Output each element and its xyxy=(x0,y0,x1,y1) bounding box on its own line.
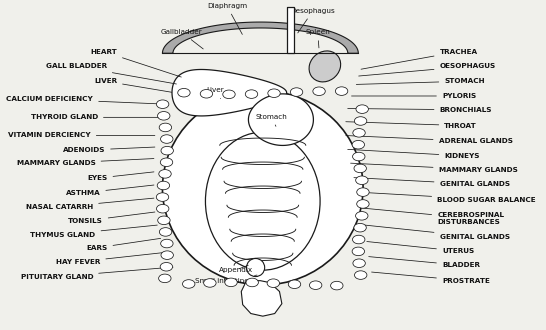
Ellipse shape xyxy=(247,258,265,277)
Circle shape xyxy=(161,135,173,143)
Text: MAMMARY GLANDS: MAMMARY GLANDS xyxy=(17,158,154,166)
Circle shape xyxy=(158,112,170,120)
Circle shape xyxy=(161,147,174,155)
Circle shape xyxy=(225,278,238,287)
Circle shape xyxy=(354,271,367,280)
Circle shape xyxy=(353,235,365,244)
Text: Gallbladder: Gallbladder xyxy=(161,29,203,49)
Circle shape xyxy=(352,141,365,149)
Text: CALCIUM DEFICIENCY: CALCIUM DEFICIENCY xyxy=(7,96,164,104)
Text: HEART: HEART xyxy=(90,49,181,77)
Text: VITAMIN DERCIENCY: VITAMIN DERCIENCY xyxy=(8,132,155,138)
Text: THROAT: THROAT xyxy=(346,122,477,129)
Circle shape xyxy=(354,223,366,232)
Text: Stomach: Stomach xyxy=(256,114,287,126)
Text: LIVER: LIVER xyxy=(94,78,171,92)
Text: ADENOIDS: ADENOIDS xyxy=(63,147,155,153)
Text: Appendix: Appendix xyxy=(219,265,253,273)
Text: GENITAL GLANDS: GENITAL GLANDS xyxy=(354,178,509,187)
Text: GALL BLADDER: GALL BLADDER xyxy=(46,63,176,84)
Circle shape xyxy=(245,90,258,98)
Circle shape xyxy=(178,88,190,97)
Circle shape xyxy=(159,228,172,236)
Circle shape xyxy=(267,279,280,287)
Text: PITUITARY GLAND: PITUITARY GLAND xyxy=(21,267,173,280)
Circle shape xyxy=(159,123,171,132)
Circle shape xyxy=(160,262,173,271)
Text: OESOPHAGUS: OESOPHAGUS xyxy=(359,63,496,76)
Circle shape xyxy=(157,204,169,213)
Circle shape xyxy=(354,117,367,125)
Circle shape xyxy=(310,281,322,289)
Text: PYLORIS: PYLORIS xyxy=(352,93,476,99)
Circle shape xyxy=(357,200,369,208)
Circle shape xyxy=(356,105,369,114)
Text: STOMACH: STOMACH xyxy=(357,78,485,84)
Text: Liver: Liver xyxy=(206,87,224,99)
Circle shape xyxy=(204,279,216,287)
Text: HAY FEVER: HAY FEVER xyxy=(56,252,165,265)
Ellipse shape xyxy=(163,91,363,285)
Circle shape xyxy=(161,239,173,248)
Polygon shape xyxy=(241,281,282,316)
Text: BLADDER: BLADDER xyxy=(369,257,480,268)
Circle shape xyxy=(182,280,195,288)
Circle shape xyxy=(223,90,235,99)
Text: PROSTRATE: PROSTRATE xyxy=(372,272,490,284)
Text: ADRENAL GLANDS: ADRENAL GLANDS xyxy=(346,136,513,144)
Circle shape xyxy=(156,100,169,109)
Text: UTERUS: UTERUS xyxy=(367,242,474,254)
Circle shape xyxy=(290,88,302,96)
Circle shape xyxy=(159,170,171,178)
Circle shape xyxy=(288,280,301,288)
Text: GENITAL GLANDS: GENITAL GLANDS xyxy=(365,225,509,240)
Text: EYES: EYES xyxy=(87,172,154,181)
Text: BRONCHIALS: BRONCHIALS xyxy=(348,107,492,113)
Circle shape xyxy=(268,89,280,97)
Circle shape xyxy=(200,89,213,98)
Text: Oesophagus: Oesophagus xyxy=(290,8,335,33)
Circle shape xyxy=(330,281,343,290)
Circle shape xyxy=(161,251,174,259)
Circle shape xyxy=(354,164,366,173)
Text: Spleen: Spleen xyxy=(305,29,330,48)
Circle shape xyxy=(159,274,171,282)
Circle shape xyxy=(353,259,365,268)
Circle shape xyxy=(156,193,169,201)
Text: ASTHMA: ASTHMA xyxy=(66,185,154,196)
Ellipse shape xyxy=(309,51,341,82)
Circle shape xyxy=(353,129,365,137)
Text: Small intestine: Small intestine xyxy=(195,275,257,284)
Circle shape xyxy=(246,278,258,287)
Text: BLOOD SUGAR BALANCE: BLOOD SUGAR BALANCE xyxy=(357,192,536,203)
Circle shape xyxy=(353,152,365,161)
Circle shape xyxy=(161,158,173,167)
Circle shape xyxy=(355,212,368,220)
Circle shape xyxy=(313,87,325,95)
Text: TRACHEA: TRACHEA xyxy=(361,49,478,69)
Polygon shape xyxy=(163,22,358,53)
Circle shape xyxy=(357,188,369,196)
Ellipse shape xyxy=(205,132,320,270)
Text: Diaphragm: Diaphragm xyxy=(207,3,247,34)
Circle shape xyxy=(158,216,170,225)
Text: MAMMARY GLANDS: MAMMARY GLANDS xyxy=(351,163,518,173)
Text: THYROID GLAND: THYROID GLAND xyxy=(31,115,159,120)
Circle shape xyxy=(355,176,368,184)
Text: EARS: EARS xyxy=(86,238,161,251)
Polygon shape xyxy=(248,94,313,146)
Circle shape xyxy=(335,87,348,95)
Circle shape xyxy=(157,181,170,190)
Text: NASAL CATARRH: NASAL CATARRH xyxy=(26,198,154,210)
Polygon shape xyxy=(172,70,287,116)
Text: CEREBROSPINAL
DISTURBANCES: CEREBROSPINAL DISTURBANCES xyxy=(361,208,504,225)
Text: KIDNEYS: KIDNEYS xyxy=(348,149,480,159)
Text: TONSILS: TONSILS xyxy=(68,212,155,224)
Text: THYMUS GLAND: THYMUS GLAND xyxy=(31,225,157,238)
Circle shape xyxy=(352,247,365,256)
